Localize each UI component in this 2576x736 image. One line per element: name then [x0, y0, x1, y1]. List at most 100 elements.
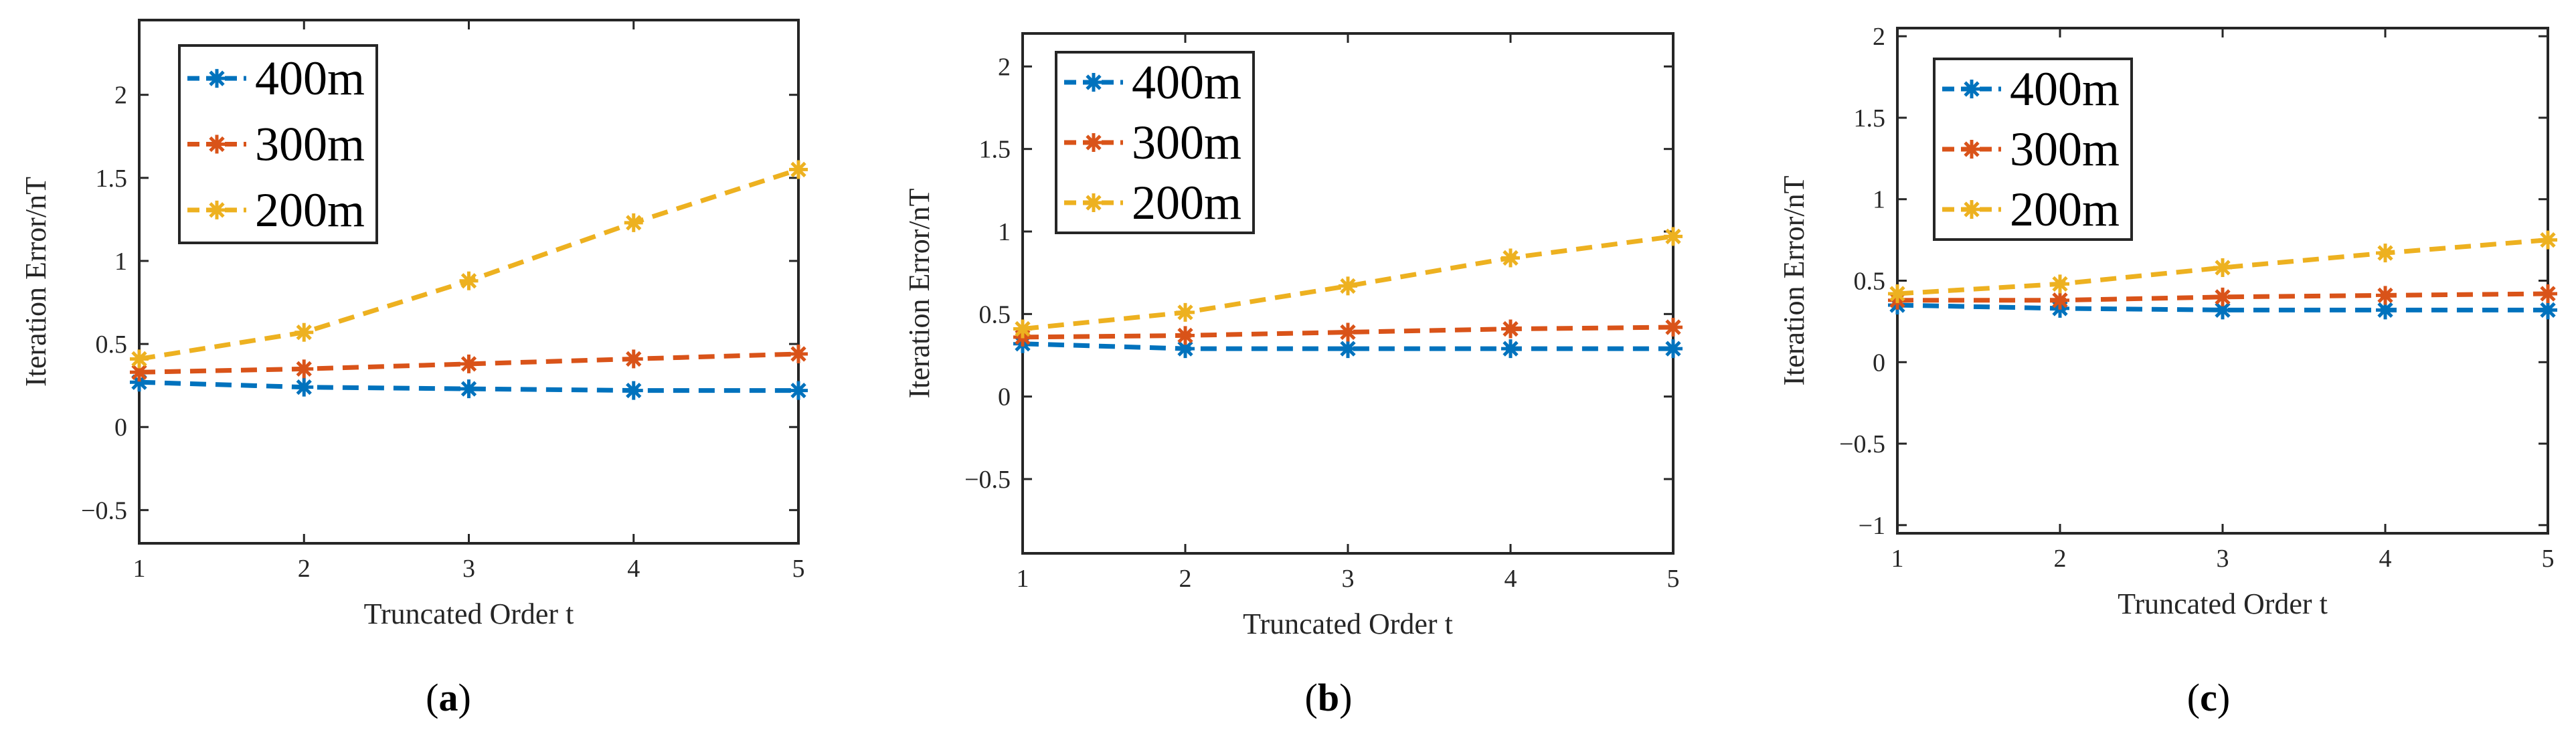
- legend-label: 300m: [2010, 122, 2120, 176]
- chart-panel-c: 1 2 3 4 5 −1 −0.5 0 0.5 1 1.5 2 Truncated Order t Ite…: [1778, 23, 2557, 719]
- x-tick-label: 1: [1017, 565, 1029, 593]
- series-line: [1022, 234, 1674, 332]
- y-tick-label: 2: [1873, 23, 1885, 51]
- caption-close-paren: ): [2217, 676, 2230, 719]
- x-tick-label: 4: [1505, 565, 1517, 593]
- caption-close-paren: ): [458, 676, 471, 719]
- x-tick-label: 2: [298, 555, 311, 583]
- legend-label: 300m: [1132, 116, 1241, 169]
- data-point: [2051, 290, 2069, 310]
- data-point: [294, 323, 314, 342]
- legend-marker: [1084, 193, 1103, 212]
- panel-caption: (c): [2187, 676, 2230, 719]
- legend-label: 300m: [255, 118, 365, 171]
- series-200m: [1013, 227, 1683, 339]
- data-point: [1339, 323, 1357, 342]
- data-point: [2539, 284, 2557, 303]
- data-point: [2376, 286, 2395, 305]
- y-tick-label: 1.5: [96, 165, 128, 193]
- series-line: [1897, 238, 2549, 296]
- caption-open-paren: (: [1305, 676, 1318, 719]
- y-tick-label: 0: [114, 413, 127, 442]
- legend: 400m 300m 200m: [1055, 51, 1255, 234]
- data-point: [1888, 284, 1907, 303]
- legend-label: 400m: [2010, 62, 2120, 116]
- y-tick-label: 0: [998, 383, 1011, 411]
- x-tick-label: 2: [1179, 565, 1192, 593]
- data-point: [130, 349, 149, 369]
- data-point: [1176, 302, 1195, 322]
- y-axis-label: Iteration Error/nT: [1778, 175, 1810, 385]
- legend-label: 200m: [1132, 176, 1241, 229]
- x-tick-label: 5: [2542, 545, 2555, 573]
- series-400m: [130, 373, 808, 400]
- data-point: [459, 379, 479, 399]
- series-300m: [130, 344, 808, 382]
- x-tick-label: 1: [1891, 545, 1904, 573]
- chart-panel-a: 1 2 3 4 5 −0.5 0 0.5 1 1.5 2 Truncated Order t Itera…: [19, 19, 808, 719]
- panel-caption: (b): [1305, 676, 1353, 719]
- data-point: [459, 271, 479, 290]
- caption-letter: c: [2200, 676, 2217, 719]
- data-point: [624, 381, 643, 400]
- data-point: [2539, 230, 2557, 250]
- y-tick-label: −1: [1859, 512, 1885, 540]
- caption-letter: b: [1318, 676, 1339, 719]
- x-tick-label: 4: [2379, 545, 2392, 573]
- data-point: [1501, 248, 1520, 268]
- x-axis-label: Truncated Order t: [1243, 608, 1453, 640]
- data-point: [1013, 319, 1032, 339]
- data-point: [1339, 339, 1357, 359]
- series-line: [1022, 325, 1674, 340]
- data-point: [1176, 326, 1195, 345]
- series-line: [139, 379, 798, 393]
- data-point: [1501, 319, 1520, 339]
- data-point: [789, 160, 808, 179]
- legend-marker: [207, 69, 226, 88]
- x-axis-label: Truncated Order t: [364, 597, 574, 630]
- y-axis-label: Iteration Error/nT: [903, 188, 936, 398]
- data-point: [1664, 339, 1683, 359]
- legend-label: 200m: [2010, 183, 2120, 236]
- y-tick-label: 0.5: [979, 300, 1011, 329]
- data-point: [1176, 339, 1195, 359]
- panel-caption: (a): [426, 676, 471, 719]
- legend: 400m 300m 200m: [178, 44, 378, 244]
- y-tick-label: −0.5: [1839, 430, 1885, 458]
- legend-marker: [1084, 133, 1103, 152]
- y-tick-label: 1: [998, 218, 1011, 246]
- x-tick-label: 4: [627, 555, 640, 583]
- legend-marker: [1962, 80, 1981, 98]
- y-tick-label: 2: [998, 53, 1011, 81]
- x-tick-label: 1: [133, 555, 146, 583]
- data-point: [294, 377, 314, 397]
- data-point: [1664, 227, 1683, 246]
- legend-marker: [207, 134, 226, 154]
- legend: 400m 300m 200m: [1933, 58, 2133, 241]
- data-point: [2376, 244, 2395, 263]
- data-point: [1339, 276, 1357, 296]
- x-tick-label: 5: [1667, 565, 1680, 593]
- legend-marker: [1962, 200, 1981, 219]
- data-point: [2213, 258, 2232, 278]
- x-tick-label: 3: [2217, 545, 2229, 573]
- data-point: [789, 381, 808, 400]
- x-axis-label: Truncated Order t: [2118, 587, 2328, 620]
- y-tick-label: 1.5: [979, 136, 1011, 164]
- data-point: [624, 349, 643, 369]
- y-tick-label: 0.5: [96, 331, 128, 359]
- chart-panel-b: 1 2 3 4 5 −0.5 0 0.5 1 1.5 2 Truncated Order t Itera…: [903, 32, 1683, 719]
- x-tick-label: 2: [2054, 545, 2067, 573]
- series-200m: [1888, 230, 2557, 303]
- series-line: [139, 351, 799, 375]
- y-tick-label: 0.5: [1854, 268, 1886, 296]
- caption-close-paren: ): [1339, 676, 1352, 719]
- data-point: [1501, 339, 1520, 359]
- data-point: [294, 359, 314, 379]
- y-tick-label: −0.5: [81, 496, 127, 525]
- data-point: [624, 213, 643, 232]
- caption-open-paren: (: [2187, 676, 2200, 719]
- x-tick-label: 3: [462, 555, 475, 583]
- data-point: [2539, 300, 2557, 320]
- x-tick-label: 3: [1342, 565, 1355, 593]
